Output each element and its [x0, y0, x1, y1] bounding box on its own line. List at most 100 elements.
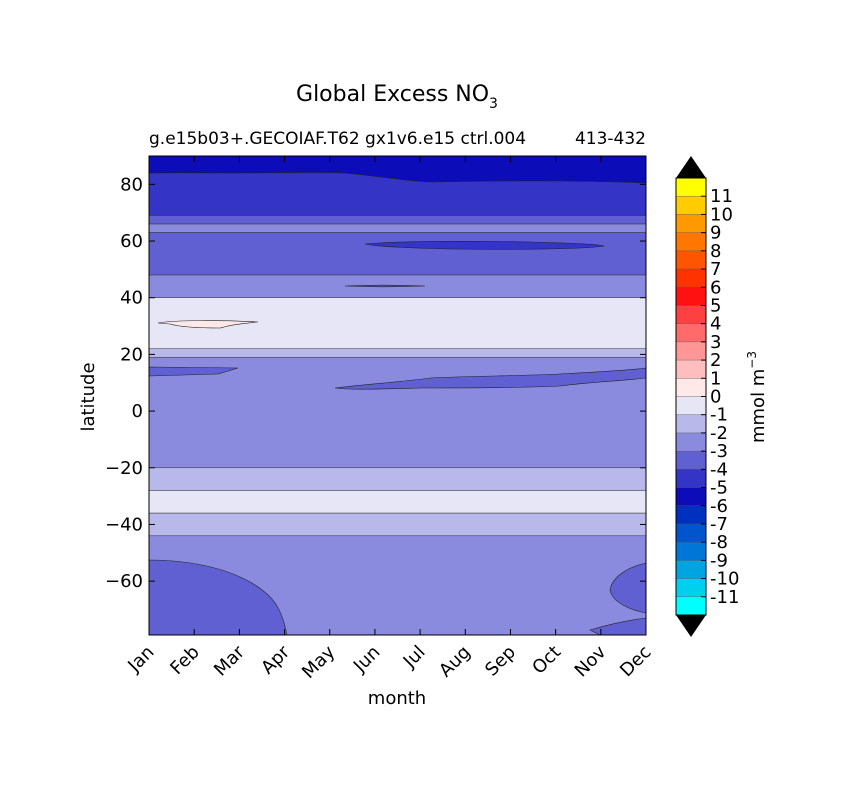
colorbar-tick-label: -6 [710, 496, 728, 517]
x-tick-label: Feb [166, 642, 203, 679]
contour-blob-15n-west [149, 366, 239, 377]
contour-band-lat-48-63 [149, 232, 646, 276]
colorbar-cell [676, 341, 706, 361]
y-tick-label: 80 [120, 174, 143, 195]
colorbar-tick-label: 4 [710, 314, 721, 335]
colorbar-tick-label: -9 [710, 550, 728, 571]
contour-band-lat-neg44-neg36 [149, 512, 646, 537]
colorbar-tick-label: 11 [710, 186, 733, 207]
chart-title: Global Excess NO3 [296, 82, 498, 112]
y-tick-label: 40 [120, 288, 143, 309]
colorbar-cell [676, 396, 706, 416]
colorbar-tick-label: -11 [710, 587, 739, 608]
colorbar-tick-label: 5 [710, 295, 721, 316]
x-tick-label: Sep [481, 642, 520, 681]
colorbar-tick-label: -5 [710, 478, 728, 499]
colorbar-cell [676, 250, 706, 270]
y-tick-label: 20 [120, 344, 143, 365]
colorbar-cell [676, 523, 706, 543]
y-axis-ticks: 80 60 40 20 0 −20 −40 −60 [105, 174, 646, 592]
x-tick-label: Nov [571, 641, 611, 681]
colorbar-tick-label: 8 [710, 241, 721, 262]
x-tick-label: Jan [123, 642, 158, 677]
colorbar-tick-label: 10 [710, 204, 733, 225]
colorbar-tick-label: 9 [710, 223, 721, 244]
contour-blob-65n-east [364, 241, 605, 250]
x-tick-label: Apr [257, 641, 294, 678]
contour-blob-high-lat-dark [149, 156, 646, 184]
contour-blob-southern-west [149, 559, 288, 635]
colorbar-cell [676, 305, 706, 324]
colorbar-label-main: mmol m [748, 369, 769, 443]
colorbar-cell [676, 178, 706, 197]
chart-title-subscript: 3 [489, 96, 498, 112]
contour-band-lat-neg28-neg20 [149, 467, 646, 491]
y-tick-label: −20 [105, 458, 143, 479]
contour-band-lat-neg36-neg28 [149, 490, 646, 514]
y-tick-label: −60 [105, 571, 143, 592]
contour-band-lat-63-66 [149, 223, 646, 233]
contour-blob-30n-positive [157, 320, 259, 329]
colorbar-cell [676, 560, 706, 579]
chart-subtitle-left: g.e15b03+.GECOIAF.T62 gx1v6.e15 ctrl.004 [149, 129, 526, 149]
colorbar-tick-label: -8 [710, 532, 728, 553]
colorbar-bottom-arrow [676, 615, 706, 637]
colorbar-cell [676, 214, 706, 233]
colorbar-cell [676, 323, 706, 343]
y-tick-label: −40 [105, 514, 143, 535]
y-axis-label: latitude [78, 362, 99, 431]
colorbar-cell [676, 196, 706, 215]
colorbar-tick-label: 3 [710, 332, 721, 353]
colorbar-cell [676, 451, 706, 470]
x-tick-label: Aug [435, 642, 475, 682]
contour-blob-southern-east [609, 562, 646, 614]
colorbar-cell [676, 578, 706, 598]
x-tick-label: Jul [399, 642, 430, 673]
colorbar-cell [676, 432, 706, 452]
contour-band-lat-66-69 [149, 215, 646, 225]
chart-subtitle-right: 413-432 [575, 129, 646, 149]
colorbar-cell [676, 487, 706, 507]
colorbar-tick-label: -1 [710, 405, 728, 426]
x-tick-label: Mar [210, 641, 249, 680]
plot-frame [148, 155, 647, 636]
colorbar-tick-label: 0 [710, 387, 721, 408]
colorbar-cells [676, 178, 706, 616]
y-tick-label: 0 [132, 401, 143, 422]
contour-blob-southern-east-lower [589, 617, 646, 635]
colorbar-tick-label: -3 [710, 441, 728, 462]
colorbar-tick-label: -4 [710, 459, 728, 480]
x-tick-label: Jun [349, 642, 384, 677]
colorbar-cell [676, 542, 706, 561]
colorbar-tick-label: -7 [710, 514, 728, 535]
colorbar-label: mmol m−3 [745, 351, 769, 443]
contour-bands [149, 156, 646, 635]
colorbar-tick-label: 2 [710, 350, 721, 371]
colorbar-cell [676, 269, 706, 288]
colorbar-tick-label: 7 [710, 259, 721, 280]
colorbar-cell [676, 378, 706, 397]
colorbar-cell [676, 287, 706, 306]
x-tick-label: May [298, 641, 339, 682]
colorbar-cell [676, 469, 706, 488]
contour-blob-45n-streak [344, 284, 426, 288]
colorbar-tick-label: 1 [710, 368, 721, 389]
x-tick-label: Oct [528, 642, 565, 679]
contour-blob-5n-central [334, 367, 646, 390]
colorbar-cell [676, 505, 706, 525]
colorbar-cell [676, 360, 706, 379]
contour-band-lat-19-22 [149, 348, 646, 358]
colorbar-cell [676, 232, 706, 252]
colorbar-cell [676, 596, 706, 616]
chart-title-main: Global Excess NO [296, 82, 489, 107]
x-tick-label: Dec [616, 642, 655, 681]
y-tick-label: 60 [120, 231, 143, 252]
colorbar-tick-label: -2 [710, 423, 728, 444]
colorbar-tick-label: 6 [710, 277, 721, 298]
colorbar-tick-label: -10 [710, 569, 739, 590]
colorbar-label-superscript: −3 [745, 351, 759, 369]
colorbar-cell [676, 414, 706, 434]
